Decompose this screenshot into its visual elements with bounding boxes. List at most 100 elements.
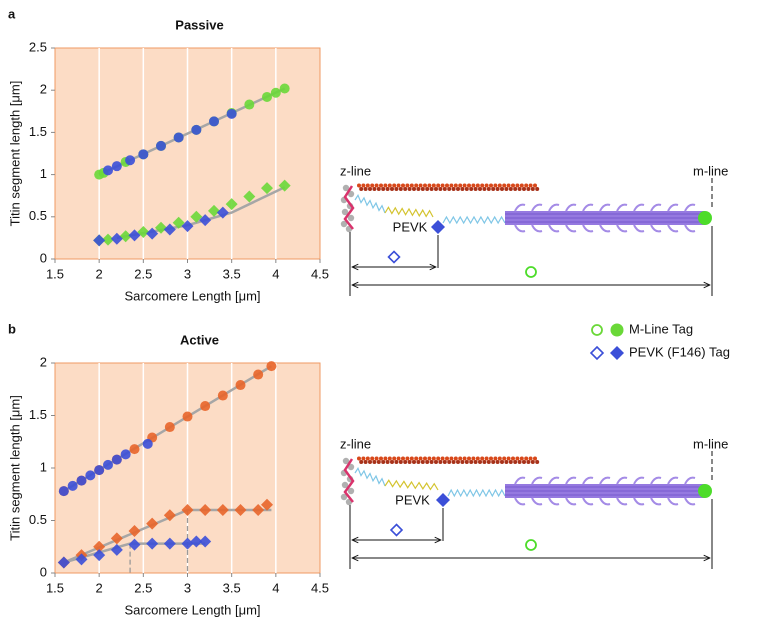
y-tick-label: 1.5: [29, 407, 47, 422]
actin: [401, 183, 405, 188]
point: [103, 459, 113, 470]
point: [93, 540, 106, 553]
x-tick-label: 1.5: [46, 580, 64, 595]
x-tick-label: 4: [272, 266, 279, 281]
legend-marker: [591, 324, 603, 336]
point: [190, 210, 203, 223]
m-line-label: m-line: [693, 436, 728, 451]
actin: [394, 187, 399, 191]
point: [199, 504, 212, 516]
actin: [425, 460, 430, 464]
myosin-head: [684, 203, 696, 233]
actin: [414, 183, 419, 188]
point: [262, 91, 272, 102]
actin: [429, 187, 434, 191]
actin: [508, 187, 513, 191]
point: [93, 549, 106, 562]
actin: [535, 187, 540, 191]
x-tick-label: 2: [96, 266, 103, 281]
point: [57, 556, 70, 569]
titin-spring: [442, 215, 506, 225]
actin: [429, 460, 434, 464]
point: [128, 229, 141, 242]
m-line-label: m-line: [693, 163, 728, 178]
actin: [365, 456, 370, 461]
actin: [497, 456, 502, 461]
actin: [508, 460, 513, 464]
myosin-head: [633, 203, 645, 233]
y-tick-label: 1.5: [29, 124, 47, 139]
actin: [440, 183, 445, 188]
point: [155, 221, 167, 234]
point: [58, 486, 69, 497]
point: [125, 155, 136, 166]
actin: [390, 187, 394, 191]
pevk-distance-icon: [389, 523, 404, 537]
actin: [519, 456, 524, 461]
actin: [370, 456, 375, 461]
sarcomere-diagram: z-line m-line PEVK: [340, 436, 728, 569]
sarcomere-diagram: z-line m-line PEVK: [340, 163, 728, 296]
actin: [528, 183, 533, 188]
actin: [423, 456, 427, 461]
actin: [357, 456, 361, 461]
point: [85, 470, 96, 481]
actin: [475, 456, 480, 461]
actin: [456, 460, 460, 464]
actin: [436, 183, 441, 188]
panel-letter: b: [8, 321, 16, 336]
actin: [478, 187, 482, 191]
point: [163, 223, 176, 236]
actin: [361, 456, 366, 461]
actin: [394, 460, 399, 464]
actin: [489, 456, 493, 461]
actin: [511, 456, 515, 461]
actin: [376, 187, 381, 191]
actin: [460, 187, 465, 191]
actin: [407, 460, 412, 464]
point: [94, 465, 105, 476]
z-disc-dot: [341, 481, 349, 489]
pevk-tag: [431, 220, 445, 234]
actin: [385, 460, 390, 464]
actin: [407, 187, 412, 191]
titin-spring: [354, 467, 386, 487]
x-tick-label: 4.5: [311, 580, 329, 595]
actin: [427, 456, 432, 461]
actin: [497, 183, 502, 188]
actin: [434, 460, 438, 464]
actin: [431, 456, 436, 461]
actin: [522, 187, 526, 191]
actin: [405, 183, 410, 188]
actin: [420, 460, 425, 464]
point: [182, 411, 193, 422]
myosin-head: [514, 476, 526, 506]
actin: [453, 183, 458, 188]
x-tick-label: 3.5: [223, 580, 241, 595]
actin: [473, 187, 478, 191]
legend-marker: [589, 345, 605, 361]
actin: [493, 183, 498, 188]
titin-spring: [447, 488, 506, 498]
actin: [486, 187, 491, 191]
point: [128, 538, 141, 551]
point: [225, 198, 238, 211]
actin: [412, 187, 416, 191]
actin: [387, 183, 392, 188]
actin: [405, 456, 410, 461]
point: [111, 454, 122, 465]
actin: [467, 456, 471, 461]
actin: [423, 183, 427, 188]
point: [111, 161, 122, 172]
myosin-head: [616, 476, 628, 506]
actin: [409, 456, 414, 461]
actin: [524, 456, 529, 461]
point: [261, 498, 273, 511]
actin: [530, 187, 535, 191]
actin: [502, 456, 507, 461]
myosin-head: [650, 203, 662, 233]
point: [266, 361, 277, 372]
actin: [425, 187, 430, 191]
actin: [372, 187, 377, 191]
